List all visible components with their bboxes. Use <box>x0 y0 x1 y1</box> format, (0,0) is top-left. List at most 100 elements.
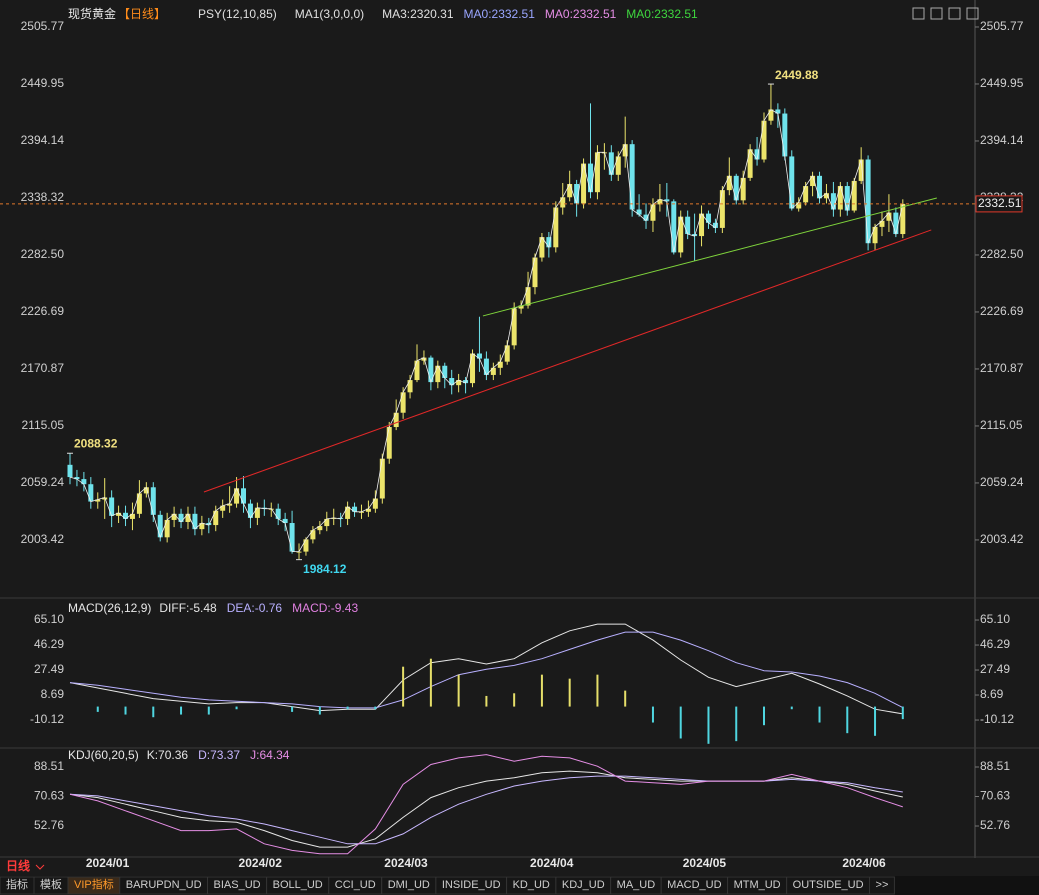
indicator-line <box>69 631 904 709</box>
trend-line <box>203 229 932 493</box>
candle-body <box>289 523 295 552</box>
tab[interactable]: BARUPDN_UD <box>126 879 202 891</box>
candle-body <box>227 503 233 506</box>
tab[interactable]: KD_UD <box>513 879 550 891</box>
y-tick-label: 65.10 <box>34 612 64 626</box>
candle-body <box>490 367 496 375</box>
tab[interactable]: MTM_UD <box>734 879 781 891</box>
candle-body <box>650 204 656 221</box>
candle-body <box>247 503 253 518</box>
candle-body <box>296 551 302 553</box>
macd-bar <box>429 658 432 707</box>
candle-body <box>775 109 781 114</box>
candle-body <box>525 287 531 306</box>
candle-body <box>539 237 545 258</box>
tab[interactable]: >> <box>876 879 889 891</box>
candle-body <box>275 508 281 519</box>
button[interactable] <box>912 7 925 20</box>
candle-body <box>657 199 663 205</box>
tab[interactable]: DMI_UD <box>388 879 430 891</box>
legend-entry: MA3:2320.31 <box>382 7 454 21</box>
candle-body <box>678 216 684 253</box>
button[interactable] <box>966 7 979 20</box>
candle-body <box>546 237 552 248</box>
candle-body <box>789 156 795 209</box>
candle-body <box>171 513 177 520</box>
chart-title: 现货黄金 <box>68 6 116 21</box>
candle-body <box>483 358 489 375</box>
y-tick-label: 2338.32 <box>21 190 65 204</box>
y-tick-label: 88.51 <box>34 759 64 773</box>
y-tick-label: 2282.50 <box>980 247 1024 261</box>
chart-subtitle: 【日线】 <box>118 7 166 21</box>
candle-body <box>310 530 316 540</box>
tab[interactable]: KDJ_UD <box>562 879 605 891</box>
candle-body <box>796 202 802 209</box>
y-tick-label: 46.29 <box>34 637 64 651</box>
candle-body <box>435 365 441 383</box>
candle-body <box>671 201 677 253</box>
candle-body <box>199 523 205 530</box>
button[interactable] <box>930 7 943 20</box>
macd-bar <box>457 674 460 707</box>
candle-body <box>719 190 725 228</box>
period-selector[interactable]: 日线 <box>6 858 30 873</box>
candle-body <box>560 197 566 208</box>
legend-entry: K:70.36 <box>147 748 189 762</box>
x-tick-label: 2024/05 <box>683 856 727 870</box>
candle-body <box>761 120 767 160</box>
candle-body <box>352 506 358 512</box>
legend-entry: J:64.34 <box>250 748 290 762</box>
tab[interactable]: OUTSIDE_UD <box>793 879 864 891</box>
macd-bar <box>124 706 127 715</box>
candle-body <box>331 517 337 519</box>
macd-bar <box>874 706 877 736</box>
candle-body <box>733 175 739 201</box>
tab[interactable]: BIAS_UD <box>214 879 261 891</box>
y-tick-label: 2059.24 <box>21 475 65 489</box>
macd-bar <box>235 706 238 710</box>
x-tick-label: 2024/06 <box>842 856 886 870</box>
y-tick-label: 2226.69 <box>980 304 1024 318</box>
candle-body <box>865 159 871 244</box>
y-tick-label: 2394.14 <box>980 133 1024 147</box>
candle-body <box>532 257 538 288</box>
candle-body <box>685 216 691 235</box>
tab[interactable]: 模板 <box>40 877 62 891</box>
candle-body <box>803 186 809 203</box>
tab-background[interactable] <box>869 876 895 895</box>
y-tick-label: 8.69 <box>980 687 1004 701</box>
x-tick-label: 2024/03 <box>384 856 428 870</box>
tab[interactable]: VIP指标 <box>74 877 114 891</box>
extreme-label: 2449.88 <box>775 68 819 82</box>
y-tick-label: 52.76 <box>34 818 64 832</box>
tab[interactable]: 指标 <box>6 877 28 891</box>
last-price-box <box>975 195 1023 213</box>
macd-bar <box>568 678 571 707</box>
y-tick-label: 70.63 <box>980 789 1010 803</box>
button[interactable] <box>948 7 961 20</box>
y-tick-label: 2170.87 <box>21 361 65 375</box>
dropdown-arrow[interactable] <box>35 864 45 870</box>
tab[interactable]: MACD_UD <box>667 879 721 891</box>
window-buttons[interactable] <box>912 7 979 20</box>
candle-body <box>470 353 476 384</box>
candle-body <box>123 512 129 519</box>
y-tick-label: 27.49 <box>980 662 1010 676</box>
candle-body <box>136 493 142 514</box>
legend-entry: DIFF:-5.48 <box>159 601 217 615</box>
macd-bar <box>540 674 543 707</box>
tab[interactable]: CCI_UD <box>335 879 376 891</box>
y-tick-label: -10.12 <box>30 712 64 726</box>
last-price-label: 2332.51 <box>978 196 1022 210</box>
tab[interactable]: BOLL_UD <box>273 879 323 891</box>
candle-body <box>442 365 448 379</box>
tab[interactable]: INSIDE_UD <box>442 879 501 891</box>
macd-bar <box>596 674 599 707</box>
tab[interactable]: MA_UD <box>617 879 656 891</box>
macd-bar <box>651 706 654 723</box>
candle-body <box>365 508 371 512</box>
y-tick-label: 2505.77 <box>21 19 65 33</box>
x-tick-label: 2024/02 <box>239 856 283 870</box>
legend-entry: MA0:2332.51 <box>626 7 698 21</box>
